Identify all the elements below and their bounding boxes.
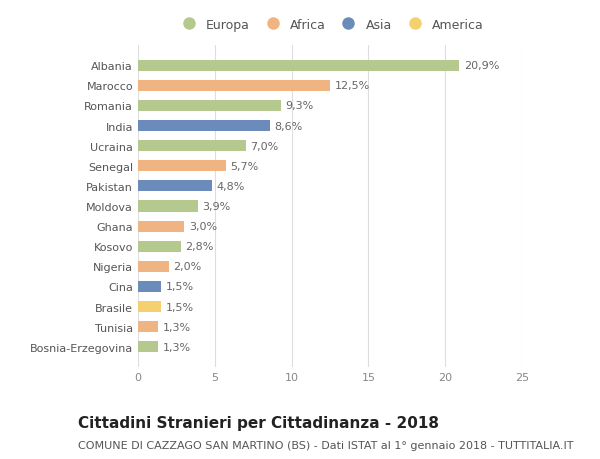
Bar xyxy=(138,261,169,272)
Bar xyxy=(138,161,226,172)
Bar xyxy=(138,201,198,212)
Text: 3,0%: 3,0% xyxy=(188,222,217,232)
Bar xyxy=(138,221,184,232)
Text: 20,9%: 20,9% xyxy=(464,61,499,71)
Text: 1,5%: 1,5% xyxy=(166,302,194,312)
Text: COMUNE DI CAZZAGO SAN MARTINO (BS) - Dati ISTAT al 1° gennaio 2018 - TUTTITALIA.: COMUNE DI CAZZAGO SAN MARTINO (BS) - Dat… xyxy=(78,440,574,450)
Legend: Europa, Africa, Asia, America: Europa, Africa, Asia, America xyxy=(171,14,489,37)
Bar xyxy=(138,181,212,192)
Text: 1,5%: 1,5% xyxy=(166,282,194,292)
Text: 1,3%: 1,3% xyxy=(163,322,191,332)
Bar xyxy=(138,101,281,112)
Bar xyxy=(138,321,158,332)
Text: 3,9%: 3,9% xyxy=(203,202,231,212)
Text: 12,5%: 12,5% xyxy=(335,81,370,91)
Text: 2,8%: 2,8% xyxy=(185,242,214,252)
Bar xyxy=(138,141,245,152)
Bar xyxy=(138,81,330,92)
Bar xyxy=(138,241,181,252)
Bar xyxy=(138,341,158,353)
Bar xyxy=(138,302,161,313)
Text: 4,8%: 4,8% xyxy=(217,181,245,191)
Text: 5,7%: 5,7% xyxy=(230,162,259,171)
Bar xyxy=(138,61,459,72)
Text: 7,0%: 7,0% xyxy=(250,141,278,151)
Text: 1,3%: 1,3% xyxy=(163,342,191,352)
Bar xyxy=(138,121,270,132)
Text: Cittadini Stranieri per Cittadinanza - 2018: Cittadini Stranieri per Cittadinanza - 2… xyxy=(78,415,439,431)
Text: 8,6%: 8,6% xyxy=(275,121,303,131)
Text: 9,3%: 9,3% xyxy=(286,101,314,111)
Bar xyxy=(138,281,161,292)
Text: 2,0%: 2,0% xyxy=(173,262,202,272)
